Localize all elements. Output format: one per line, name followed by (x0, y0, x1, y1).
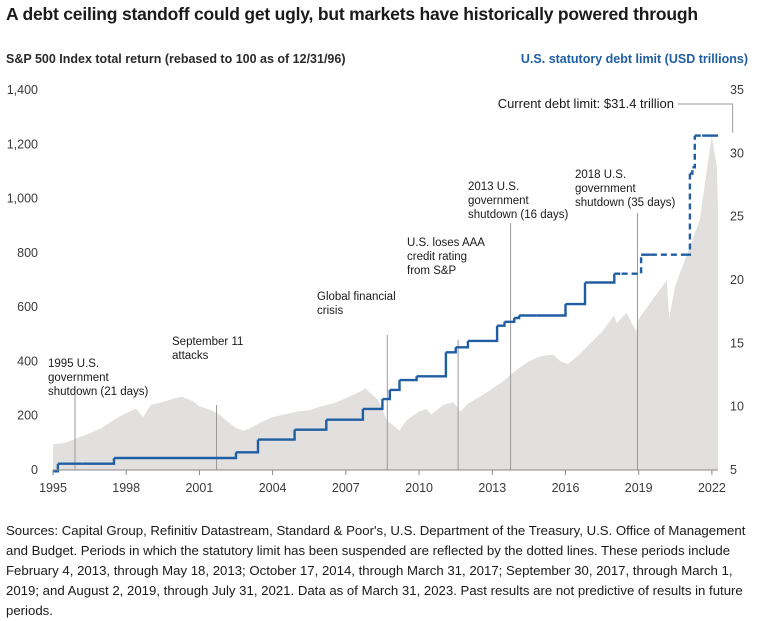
debt-limit-step (565, 282, 587, 306)
left-tick-label: 1,200 (7, 137, 38, 151)
right-tick-label: 15 (730, 336, 744, 350)
right-tick-label: 25 (730, 210, 744, 224)
annotation-label: 2018 U.S. (575, 169, 626, 181)
debt-limit-step (362, 399, 384, 411)
debt-limit-step (294, 419, 328, 431)
right-axis: 5 10 15 20 25 30 35 (730, 83, 744, 477)
debt-limit-step (258, 429, 296, 441)
debt-limit-step (497, 321, 506, 327)
debt-limit-step (536, 304, 567, 317)
current-limit-label: Current debt limit: $31.4 trillion (498, 96, 674, 111)
right-tick-label: 35 (730, 83, 744, 97)
current-limit-leader (678, 103, 734, 133)
debt-limit-step (589, 273, 616, 284)
left-tick-label: 400 (17, 354, 38, 368)
right-tick-label: 30 (730, 146, 744, 160)
debt-limit-step (82, 458, 116, 465)
sources-footnote: Sources: Capital Group, Refinitiv Datast… (6, 523, 746, 618)
x-tick-label: 2022 (698, 481, 726, 495)
right-tick-label: 20 (730, 273, 744, 287)
debt-limit-step (326, 408, 365, 421)
x-tick-label: 1998 (112, 481, 140, 495)
annotation-label: attacks (172, 350, 209, 362)
debt-limit-step (692, 135, 696, 169)
debt-limit-step (445, 347, 457, 354)
debt-limit-step (467, 325, 499, 343)
debt-limit-step (455, 340, 470, 349)
annotation-label: U.S. loses AAA (407, 237, 485, 249)
x-tick-label: 1995 (39, 481, 67, 495)
debt-limit-step (416, 352, 448, 378)
left-tick-label: 800 (17, 246, 38, 260)
annotation-label: credit rating (407, 251, 467, 263)
debt-limit-step (689, 167, 694, 175)
x-tick-label: 2001 (185, 481, 213, 495)
annotation-label: government (48, 372, 110, 384)
left-tick-label: 200 (17, 409, 38, 423)
annotations-layer: 1995 U.S. government shutdown (21 days) Sep… (48, 96, 676, 398)
left-tick-label: 0 (31, 463, 38, 477)
debt-limit-step (382, 389, 391, 401)
x-tick-label: 2016 (552, 481, 580, 495)
chart-svg: 0 200 400 600 800 1,000 1,200 1,400 5 10 15 20 25 30… (7, 83, 744, 495)
annotation-label: crisis (317, 305, 343, 317)
annotation-label: 2013 U.S. (468, 181, 519, 193)
x-axis: 1995 1998 2001 2004 2007 2010 2013 2016 2019 2022 (39, 469, 726, 495)
debt-limit-step (389, 380, 401, 392)
annotation-label: shutdown (21 days) (48, 386, 149, 398)
annotation-label: Global financial (317, 291, 396, 303)
debt-limit-step (504, 318, 516, 323)
debt-limit-step (53, 463, 60, 473)
x-tick-label: 2007 (332, 481, 360, 495)
debt-limit-layer (53, 134, 718, 473)
x-tick-label: 2010 (405, 481, 433, 495)
chart-title: A debt ceiling standoff could get ugly, … (6, 4, 698, 24)
debt-limit-step (399, 376, 418, 382)
debt-limit-step (236, 439, 260, 454)
left-tick-label: 1,400 (7, 83, 38, 97)
annotation-label: government (575, 183, 637, 195)
left-axis: 0 200 400 600 800 1,000 1,200 1,400 (7, 83, 38, 477)
left-tick-label: 600 (17, 300, 38, 314)
debt-limit-step (514, 315, 521, 320)
annotation-label: shutdown (35 days) (575, 197, 676, 209)
left-tick-label: 1,000 (7, 192, 38, 206)
annotation-label: government (468, 195, 530, 207)
right-axis-title: U.S. statutory debt limit (USD trillions… (520, 52, 748, 66)
left-axis-title: S&P 500 Index total return (rebased to 1… (6, 52, 346, 66)
annotation-label: 1995 U.S. (48, 358, 99, 370)
right-tick-label: 5 (730, 463, 737, 477)
annotation-label: shutdown (16 days) (468, 209, 569, 221)
x-tick-label: 2004 (259, 481, 287, 495)
annotation-label: from S&P (407, 265, 457, 277)
x-tick-label: 2013 (478, 481, 506, 495)
debt-limit-step (116, 452, 238, 460)
annotation-label: September 11 (172, 336, 243, 348)
sp500-area-layer (53, 136, 718, 470)
right-tick-label: 10 (730, 400, 744, 414)
debt-limit-step (685, 173, 692, 256)
x-tick-label: 2019 (625, 481, 653, 495)
sp500-area (53, 136, 718, 470)
debt-limit-step (621, 254, 643, 275)
